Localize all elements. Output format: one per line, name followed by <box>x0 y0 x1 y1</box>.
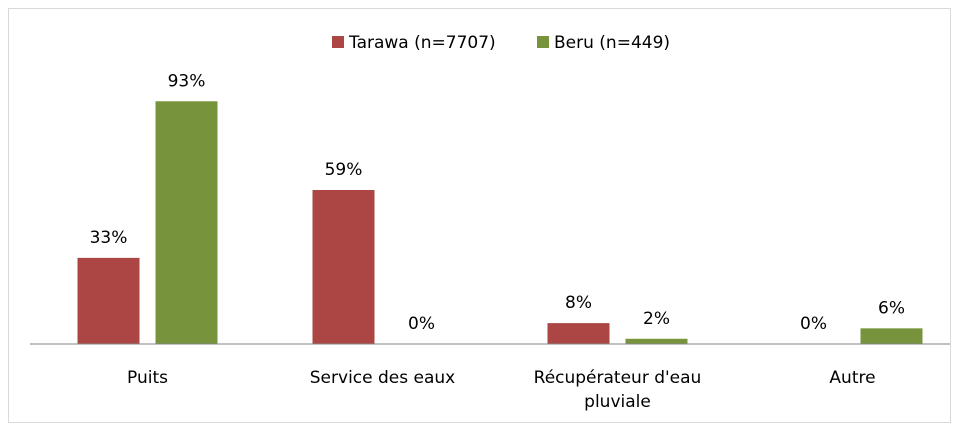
value-label: 59% <box>325 160 363 180</box>
value-label: 8% <box>565 293 592 313</box>
legend-label: Beru (n=449) <box>554 33 670 53</box>
bar <box>625 338 688 344</box>
bar <box>860 328 923 344</box>
bar <box>312 190 375 344</box>
bar <box>155 101 218 345</box>
value-label: 93% <box>168 71 206 91</box>
value-label: 6% <box>878 298 905 318</box>
chart-border <box>8 8 951 423</box>
value-label: 0% <box>800 314 827 334</box>
legend-swatch <box>332 36 344 48</box>
x-tick-label: Service des eaux <box>309 368 456 388</box>
legend-label: Tarawa (n=7707) <box>348 33 496 53</box>
x-tick-label: Récupérateur d'eau pluviale <box>533 368 702 412</box>
value-label: 33% <box>90 228 128 248</box>
value-label: 2% <box>643 309 670 329</box>
x-tick-label: Autre <box>829 368 876 388</box>
value-label: 0% <box>408 314 435 334</box>
bar <box>77 257 140 344</box>
legend-swatch <box>537 36 549 48</box>
x-tick-label: Puits <box>127 368 168 388</box>
bar <box>547 323 610 344</box>
